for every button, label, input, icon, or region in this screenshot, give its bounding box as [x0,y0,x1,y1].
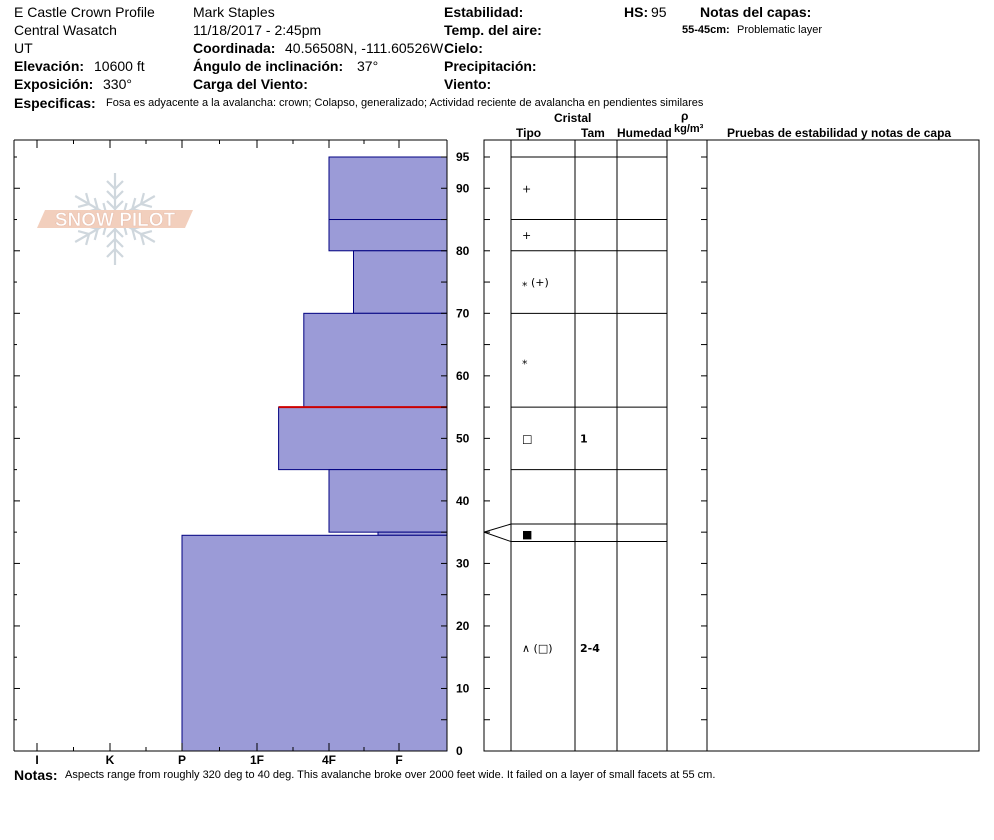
precip-label: Precipitación: [444,58,537,74]
layer-note-text: Problematic layer [737,24,822,36]
state-name: UT [14,40,33,56]
hardness-tick-label: I [35,753,38,767]
notes-text: Aspects range from roughly 320 deg to 40… [65,769,716,781]
wind-label: Viento: [444,76,492,92]
height-tick-label: 0 [456,744,463,758]
coord-value: 40.56508N, -111.60526W [285,40,444,56]
height-tick-label: 40 [456,494,470,508]
crystal-type-symbol: + [522,182,531,195]
height-tick-label: 20 [456,619,470,633]
slope-value: 37° [357,58,379,74]
wind-load-label: Carga del Viento: [193,76,308,92]
observation-datetime: 11/18/2017 - 2:45pm [193,22,322,38]
hardness-layer-bar [328,156,448,221]
aspect-label: Exposición: [14,76,94,92]
hs-value: 95 [651,4,667,20]
crystal-type-symbol: + [522,229,531,242]
crystal-type-symbol: □ [522,432,532,445]
height-tick-label: 95 [456,150,470,164]
sky-label: Cielo: [444,40,483,56]
hardness-tick-label: K [106,753,115,767]
height-tick-label: 90 [456,181,470,195]
aspect-value: 330° [103,76,132,92]
snow-pilot-logo: SNOW PILOT [37,173,193,267]
elevation-label: Elevación: [14,58,85,74]
layer-note-range: 55-45cm: [682,24,730,36]
stability-tests-header: Pruebas de estabilidad y notas de capa [727,126,952,140]
hardness-tick-label: 1F [250,753,264,767]
range-name: Central Wasatch [14,22,117,38]
hardness-tick-label: P [178,753,186,767]
humedad-header: Humedad [617,126,672,140]
hardness-layer-bar [328,469,448,533]
cristal-header: Cristal [554,111,592,125]
coord-label: Coordinada: [193,40,276,56]
notes-label: Notas: [14,767,58,783]
hardness-layer-bar [328,219,448,252]
height-tick-label: 10 [456,681,470,695]
hardness-layer-bar [303,312,448,408]
crystal-size-label: 2-4 [580,642,600,655]
thin-layer-connector [483,523,512,533]
height-tick-label: 80 [456,244,470,258]
density-unit-header: kg/m³ [674,123,704,135]
height-tick-label: 60 [456,369,470,383]
air-temp-label: Temp. del aire: [444,22,542,38]
specifics-text: Fosa es adyacente a la avalancha: crown;… [106,97,704,109]
slope-label: Ángulo de inclinación: [193,58,344,74]
layer-table-frame [483,139,980,752]
hardness-layer-bar [353,250,448,314]
height-tick-label: 70 [456,306,470,320]
specifics-label: Especificas: [14,95,96,111]
hardness-layer-bar [278,406,448,471]
stability-label: Estabilidad: [444,4,524,20]
hardness-tick-label: F [395,753,402,767]
crystal-type-symbol: ⁎ [522,354,528,367]
layer-notes-label: Notas del capas: [700,4,812,20]
elevation-value: 10600 ft [94,58,145,74]
hs-label: HS: [624,4,649,20]
snow-pilot-logo-text: SNOW PILOT [55,210,176,231]
crystal-type-symbol: ■ [522,528,532,541]
observer-name: Mark Staples [193,4,275,20]
thin-layer-connector [483,531,512,543]
profile-name: E Castle Crown Profile [14,4,155,20]
hardness-layer-bar [181,534,448,752]
crystal-type-symbol: ∧ (□) [522,642,553,655]
height-tick-label: 50 [456,431,470,445]
height-tick-label: 30 [456,556,470,570]
crystal-type-symbol: ⁎ (+) [522,276,549,289]
crystal-size-label: 1 [580,432,588,445]
rho-header: ρ [681,109,689,123]
tam-header: Tam [581,126,605,140]
tipo-header: Tipo [516,126,542,140]
hardness-tick-label: 4F [322,753,336,767]
